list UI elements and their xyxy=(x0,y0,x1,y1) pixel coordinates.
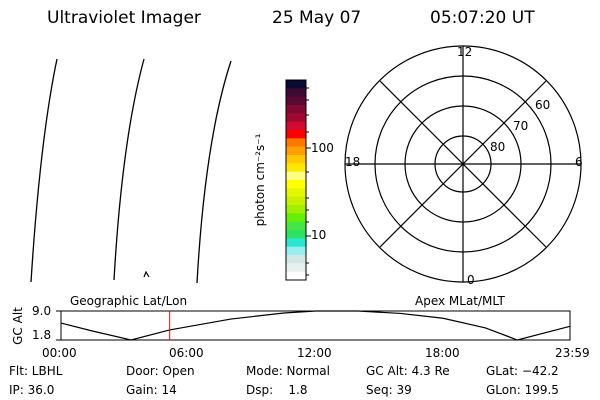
colorbar-band xyxy=(286,96,306,106)
colorbar-band xyxy=(286,146,306,156)
colorbar xyxy=(286,80,306,281)
marker-caret xyxy=(143,270,150,278)
lat-label: 70 xyxy=(513,119,529,133)
door-info: Door: Open xyxy=(126,364,195,378)
meridian-line xyxy=(196,60,232,284)
xtick-label: 18:00 xyxy=(425,346,460,360)
time-label: 05:07:20 UT xyxy=(430,8,535,28)
xtick-label: 12:00 xyxy=(297,346,332,360)
colorbar-band xyxy=(286,238,306,248)
seq-info: Seq: 39 xyxy=(366,383,412,397)
colorbar-band xyxy=(286,105,306,114)
mlt-label-midnight: 0 xyxy=(467,273,475,287)
gain-info: Gain: 14 xyxy=(126,383,177,397)
colorbar-band xyxy=(286,88,306,98)
colorbar-band xyxy=(286,155,306,164)
xtick-label: 06:00 xyxy=(169,346,204,360)
date-label: 25 May 07 xyxy=(272,8,362,28)
xtick-label: 00:00 xyxy=(42,346,77,360)
colorbar-band xyxy=(286,180,306,189)
colorbar-tick-label: 10 xyxy=(311,228,327,242)
meridian-line xyxy=(30,58,58,283)
colorbar-band xyxy=(286,246,306,256)
mlt-label-dawn: 6 xyxy=(575,155,583,169)
geographic-label: Geographic Lat/Lon xyxy=(70,294,188,308)
colorbar-tick-label: 100 xyxy=(311,141,334,155)
colorbar-band xyxy=(286,188,306,198)
map-panel xyxy=(30,58,232,284)
colorbar-band xyxy=(286,121,306,131)
colorbar-band xyxy=(286,255,306,264)
colorbar-band xyxy=(286,271,306,281)
instrument-title: Ultraviolet Imager xyxy=(47,8,201,28)
polar-plot xyxy=(344,45,582,283)
colorbar-band xyxy=(286,113,306,123)
ytick-label: 9.0 xyxy=(32,304,52,318)
meridian-line xyxy=(113,58,145,281)
lat-label: 80 xyxy=(490,140,506,154)
colorbar-band xyxy=(286,213,306,223)
apex-label: Apex MLat/MLT xyxy=(415,294,505,308)
colorbar-band xyxy=(286,230,306,239)
colorbar-band xyxy=(286,138,306,148)
altitude-line xyxy=(60,310,571,341)
mode-info: Mode: Normal xyxy=(246,364,330,378)
colorbar-band xyxy=(286,130,306,139)
mlt-line-diagonal xyxy=(379,80,547,248)
lat-label: 60 xyxy=(535,98,551,112)
colorbar-band xyxy=(286,221,306,231)
filter-info: Flt: LBHL xyxy=(9,364,63,378)
colorbar-band xyxy=(286,171,306,181)
colorbar-label: photon cm⁻²s⁻¹ xyxy=(253,133,267,227)
colorbar-band xyxy=(286,263,306,273)
ip-info: IP: 36.0 xyxy=(9,383,55,397)
xtick-label: 23:59 xyxy=(555,346,590,360)
colorbar-frame xyxy=(285,79,307,281)
glat-info: GLat: −42.2 xyxy=(486,364,559,378)
dsp-info: Dsp: 1.8 xyxy=(246,383,308,397)
colorbar-band xyxy=(286,205,306,214)
colorbar-band xyxy=(286,80,306,89)
colorbar-band xyxy=(286,163,306,173)
y-axis-label: GC Alt xyxy=(11,307,25,345)
mlt-label-noon: 12 xyxy=(457,45,473,59)
glon-info: GLon: 199.5 xyxy=(486,383,559,397)
mlt-label-dusk: 18 xyxy=(345,155,361,169)
colorbar-band xyxy=(286,196,306,206)
gc-alt-info: GC Alt: 4.3 Re xyxy=(366,364,450,378)
altitude-plot-frame xyxy=(60,310,571,341)
ytick-label: 1.8 xyxy=(32,328,52,342)
